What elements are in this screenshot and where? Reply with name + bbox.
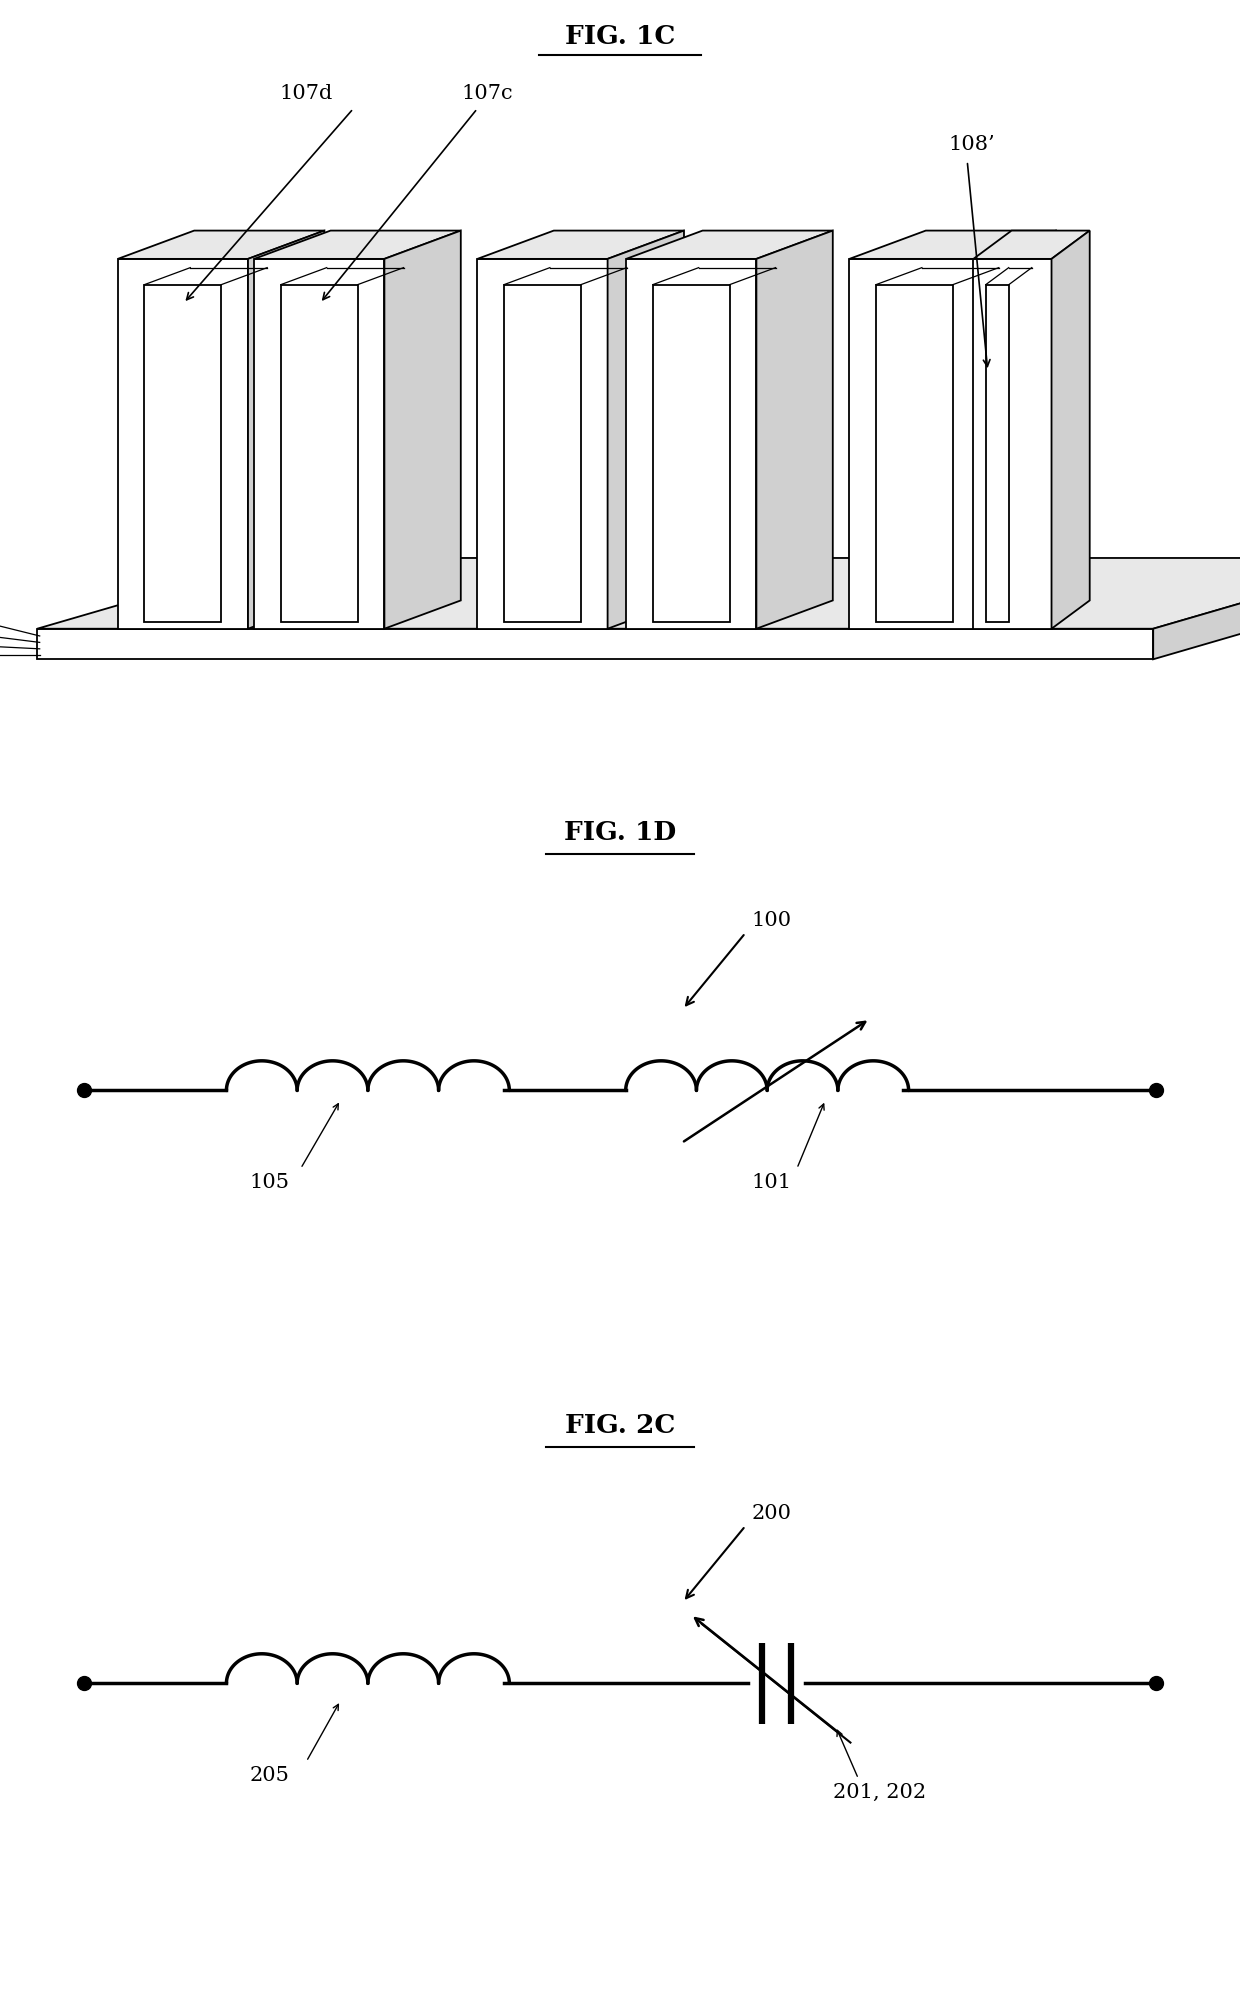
Text: 100: 100 bbox=[751, 911, 791, 931]
Text: FIG. 2C: FIG. 2C bbox=[564, 1413, 676, 1437]
Polygon shape bbox=[652, 285, 729, 623]
Polygon shape bbox=[849, 231, 1056, 259]
Polygon shape bbox=[384, 231, 461, 629]
Text: 108’: 108’ bbox=[949, 135, 996, 155]
Polygon shape bbox=[503, 285, 580, 623]
Polygon shape bbox=[756, 231, 833, 629]
Text: 205: 205 bbox=[249, 1765, 289, 1785]
Polygon shape bbox=[875, 285, 952, 623]
Text: 201, 202: 201, 202 bbox=[833, 1783, 926, 1801]
Polygon shape bbox=[986, 285, 1009, 623]
Text: FIG. 1C: FIG. 1C bbox=[564, 24, 676, 48]
Polygon shape bbox=[37, 559, 1240, 629]
Polygon shape bbox=[280, 285, 357, 623]
Polygon shape bbox=[254, 231, 461, 259]
Polygon shape bbox=[973, 259, 1052, 629]
Polygon shape bbox=[608, 231, 684, 629]
Polygon shape bbox=[973, 231, 1090, 259]
Polygon shape bbox=[37, 629, 1153, 659]
Polygon shape bbox=[254, 259, 384, 629]
Text: 101: 101 bbox=[751, 1172, 791, 1192]
Polygon shape bbox=[849, 259, 980, 629]
Polygon shape bbox=[1153, 559, 1240, 659]
Polygon shape bbox=[477, 231, 684, 259]
Polygon shape bbox=[626, 259, 756, 629]
Polygon shape bbox=[477, 259, 608, 629]
Text: 107c: 107c bbox=[461, 84, 513, 103]
Text: 200: 200 bbox=[751, 1503, 791, 1524]
Polygon shape bbox=[626, 231, 833, 259]
Text: 107d: 107d bbox=[279, 84, 332, 103]
Polygon shape bbox=[1052, 231, 1090, 629]
Text: 105: 105 bbox=[249, 1172, 289, 1192]
Polygon shape bbox=[144, 285, 222, 623]
Text: FIG. 1D: FIG. 1D bbox=[564, 820, 676, 844]
Polygon shape bbox=[118, 231, 325, 259]
Polygon shape bbox=[118, 259, 248, 629]
Polygon shape bbox=[980, 231, 1056, 629]
Polygon shape bbox=[248, 231, 325, 629]
